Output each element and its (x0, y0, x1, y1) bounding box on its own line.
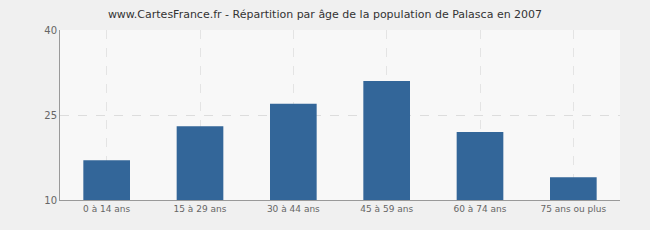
svg-text:45 à 59 ans: 45 à 59 ans (360, 204, 413, 214)
svg-text:10: 10 (44, 195, 57, 206)
svg-text:40: 40 (44, 25, 57, 36)
svg-text:75 ans ou plus: 75 ans ou plus (540, 204, 606, 214)
svg-text:www.CartesFrance.fr - Répartit: www.CartesFrance.fr - Répartition par âg… (108, 8, 542, 21)
svg-text:0 à 14 ans: 0 à 14 ans (83, 204, 130, 214)
svg-text:30 à 44 ans: 30 à 44 ans (267, 204, 320, 214)
svg-text:60 à 74 ans: 60 à 74 ans (454, 204, 507, 214)
svg-text:25: 25 (44, 110, 57, 121)
svg-text:15 à 29 ans: 15 à 29 ans (174, 204, 227, 214)
